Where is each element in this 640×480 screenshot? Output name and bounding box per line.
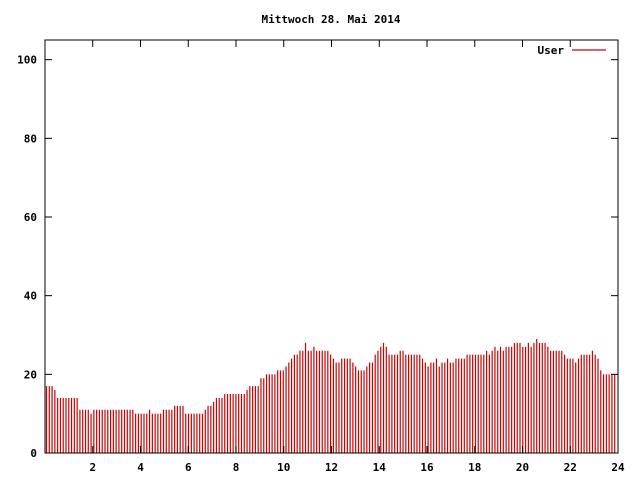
- x-tick-label: 2: [89, 461, 96, 474]
- y-tick-label: 60: [24, 211, 37, 224]
- plot-frame: [44, 39, 619, 454]
- x-axis: 2 4 6 8 10 12 14 16 18 20 22 24: [89, 40, 625, 474]
- legend: User: [538, 44, 606, 57]
- x-tick-label: 16: [420, 461, 434, 474]
- y-tick-label: 0: [30, 447, 37, 460]
- x-tick-label: 18: [468, 461, 481, 474]
- x-tick-label: 12: [325, 461, 338, 474]
- x-tick-label: 20: [516, 461, 529, 474]
- y-tick-label: 20: [24, 368, 37, 381]
- x-tick-label: 6: [185, 461, 192, 474]
- y-tick-label: 40: [24, 290, 37, 303]
- x-tick-label: 4: [137, 461, 144, 474]
- chart-title: Mittwoch 28. Mai 2014: [261, 13, 400, 26]
- x-tick-label: 10: [277, 461, 290, 474]
- bar-series-user: [45, 338, 616, 453]
- y-tick-label: 80: [24, 132, 37, 145]
- y-tick-label: 100: [17, 54, 37, 67]
- x-tick-label: 14: [373, 461, 387, 474]
- x-tick-label: 22: [564, 461, 577, 474]
- y-axis: 0 20 40 60 80 100: [17, 54, 618, 460]
- x-tick-label: 8: [233, 461, 240, 474]
- legend-label: User: [538, 44, 565, 57]
- x-tick-label: 24: [611, 461, 625, 474]
